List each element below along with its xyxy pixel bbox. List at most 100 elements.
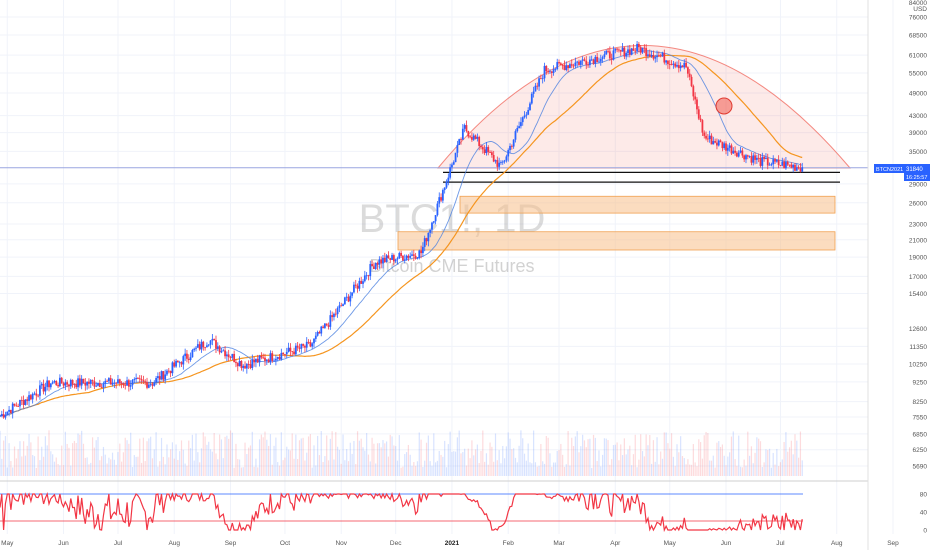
volume-bar bbox=[3, 440, 5, 476]
candle-body bbox=[561, 64, 564, 66]
volume-bar bbox=[115, 464, 117, 476]
candle-body bbox=[532, 91, 535, 94]
candle-body bbox=[732, 150, 735, 154]
candle-body bbox=[429, 229, 432, 233]
candle-body bbox=[400, 252, 403, 256]
volume-bar bbox=[763, 462, 765, 476]
volume-bar bbox=[242, 467, 244, 476]
volume-bar bbox=[17, 449, 19, 476]
candle-body bbox=[64, 382, 67, 386]
volume-bar bbox=[168, 457, 170, 476]
volume-bar bbox=[621, 455, 624, 476]
volume-bar bbox=[264, 431, 266, 476]
volume-bar bbox=[91, 437, 94, 476]
volume-bar bbox=[86, 457, 88, 476]
volume-bar bbox=[268, 445, 270, 476]
candle-body bbox=[195, 347, 197, 349]
candle-body bbox=[147, 384, 150, 388]
supply-zone-lower[interactable] bbox=[397, 231, 836, 251]
volume-bar bbox=[39, 460, 41, 476]
volume-bar bbox=[33, 456, 36, 476]
volume-bar bbox=[391, 436, 393, 476]
price-tick-label: 11350 bbox=[909, 344, 927, 351]
cross-marker-circle[interactable] bbox=[715, 97, 733, 115]
candle-body bbox=[51, 382, 54, 384]
volume-bar bbox=[505, 446, 507, 476]
time-tick-label: Aug bbox=[168, 540, 180, 547]
candle-body bbox=[300, 344, 303, 349]
candle-body bbox=[637, 43, 640, 48]
volume-bar bbox=[723, 455, 725, 476]
volume-bar bbox=[778, 466, 780, 476]
candle-body bbox=[68, 384, 70, 387]
volume-bar bbox=[694, 462, 696, 476]
volume-bar bbox=[37, 436, 39, 476]
volume-bar bbox=[244, 442, 246, 476]
volume-bar bbox=[547, 437, 549, 476]
volume-bar bbox=[574, 436, 576, 476]
supply-zone-upper[interactable] bbox=[459, 195, 836, 214]
candle-body bbox=[371, 264, 373, 267]
volume-bar bbox=[258, 439, 261, 476]
candle-body bbox=[39, 385, 41, 396]
volume-bar bbox=[317, 435, 319, 476]
volume-bar bbox=[293, 458, 295, 476]
volume-bar bbox=[164, 464, 166, 476]
candle-body bbox=[26, 399, 29, 401]
volume-bar bbox=[792, 454, 794, 476]
volume-bar bbox=[358, 440, 360, 476]
volume-bar bbox=[64, 431, 66, 476]
volume-bar bbox=[6, 467, 8, 476]
candle-body bbox=[650, 54, 653, 57]
candle-body bbox=[78, 378, 81, 386]
volume-bar bbox=[636, 467, 638, 476]
volume-bar bbox=[322, 461, 324, 476]
price-tick-label: 8250 bbox=[913, 399, 928, 406]
volume-bar bbox=[725, 465, 727, 476]
volume-bar bbox=[170, 449, 172, 476]
candle-body bbox=[282, 352, 285, 355]
candle-body bbox=[11, 403, 14, 414]
candle-body bbox=[360, 280, 363, 284]
volume-bar bbox=[594, 437, 596, 476]
candle-body bbox=[351, 292, 354, 296]
volume-bar bbox=[246, 454, 248, 476]
volume-bar bbox=[518, 445, 520, 476]
volume-bar bbox=[629, 445, 631, 476]
volume-bar bbox=[801, 460, 803, 476]
candle-body bbox=[224, 350, 226, 357]
volume-bar bbox=[558, 450, 560, 476]
price-tag-countdown: 16:25:57 bbox=[906, 175, 927, 181]
volume-bar bbox=[373, 443, 375, 476]
volume-bar bbox=[739, 466, 742, 476]
volume-bar bbox=[638, 459, 640, 476]
volume-bar bbox=[672, 456, 674, 476]
volume-bar bbox=[229, 430, 232, 476]
candle-body bbox=[403, 259, 406, 261]
candle-body bbox=[200, 341, 203, 350]
volume-bar bbox=[425, 442, 428, 476]
volume-bar bbox=[545, 436, 547, 476]
candle-body bbox=[647, 54, 649, 57]
candle-body bbox=[40, 383, 43, 386]
volume-bar bbox=[467, 448, 469, 476]
volume-bar bbox=[289, 450, 292, 476]
time-tick-label: Nov bbox=[335, 540, 347, 547]
volume-bar bbox=[491, 446, 493, 476]
candle-body bbox=[726, 147, 729, 151]
volume-bar bbox=[297, 458, 299, 476]
candle-body bbox=[255, 358, 257, 363]
candle-body bbox=[641, 47, 644, 53]
volume-bar bbox=[460, 453, 462, 476]
candle-body bbox=[585, 60, 588, 65]
candle-body bbox=[225, 354, 228, 357]
candle-body bbox=[774, 159, 776, 162]
volume-bar bbox=[743, 459, 745, 476]
volume-bar bbox=[240, 467, 243, 476]
volume-bar bbox=[768, 448, 771, 476]
volume-bar bbox=[133, 455, 135, 476]
candle-body bbox=[302, 344, 305, 346]
candle-body bbox=[196, 344, 199, 348]
